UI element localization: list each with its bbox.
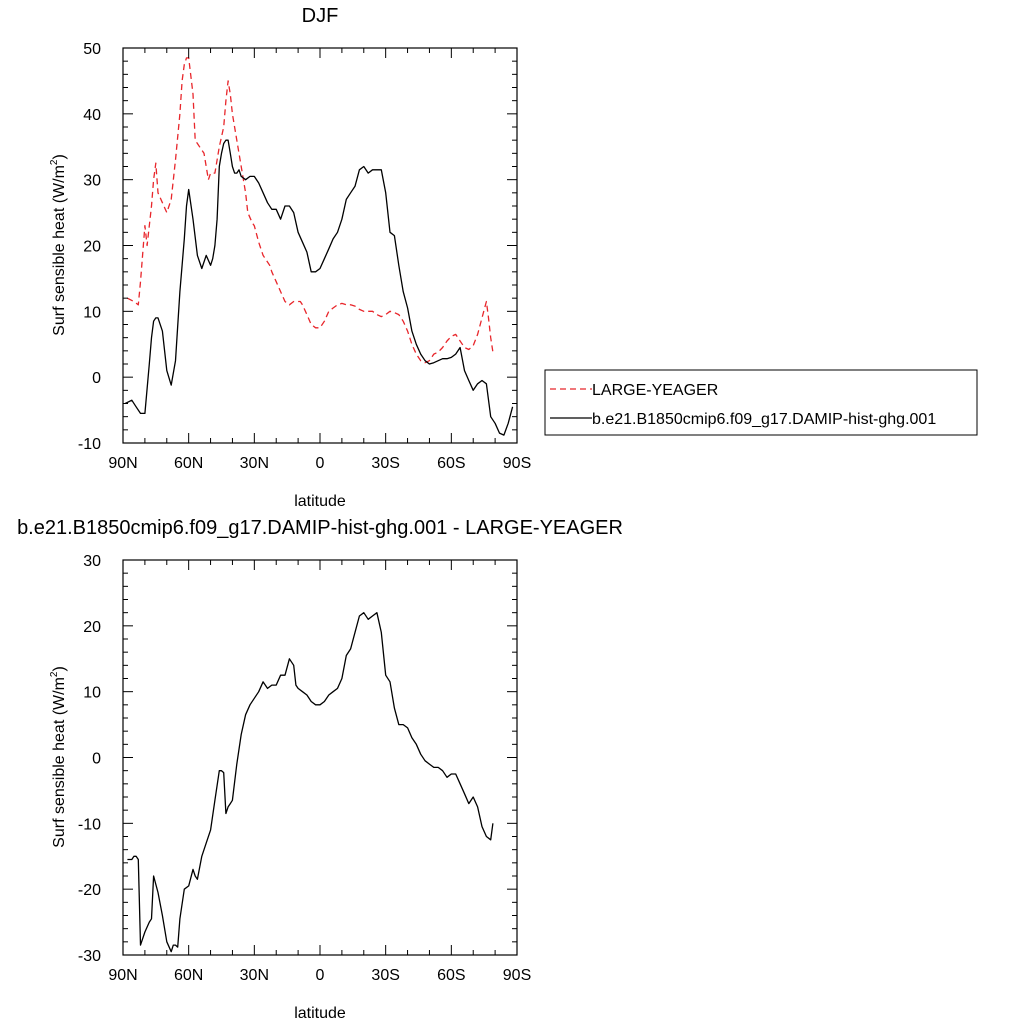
bottom-x-tick-label: 0 xyxy=(316,967,325,984)
legend: LARGE-YEAGER b.e21.B1850cmip6.f09_g17.DA… xyxy=(544,369,978,436)
legend-label-damip: b.e21.B1850cmip6.f09_g17.DAMIP-hist-ghg.… xyxy=(592,411,936,428)
bottom-x-tick-label: 60S xyxy=(437,967,465,984)
top-x-tick-label: 30N xyxy=(240,455,269,472)
top-chart-title: DJF xyxy=(302,5,339,27)
bottom-x-tick-label: 90S xyxy=(503,967,531,984)
bottom-y-axis-label: Surf sensible heat (W/m2) xyxy=(49,666,68,848)
bottom-chart-title: b.e21.B1850cmip6.f09_g17.DAMIP-hist-ghg.… xyxy=(17,517,623,539)
top-chart: DJF 90N 60N 30N 0 30S 60S 90S 50 40 30 20 10 0 -10 l… xyxy=(49,5,531,510)
top-x-tick-label: 0 xyxy=(316,455,325,472)
bottom-y-tick-label: -10 xyxy=(78,816,101,833)
top-x-axis-label: latitude xyxy=(294,493,346,510)
top-series-line-1 xyxy=(124,139,514,436)
bottom-chart: b.e21.B1850cmip6.f09_g17.DAMIP-hist-ghg.… xyxy=(17,517,623,1022)
bottom-series-line-0 xyxy=(127,612,494,953)
top-x-tick-label: 30S xyxy=(371,455,399,472)
top-y-tick-label: 10 xyxy=(83,304,101,321)
bottom-plot-frame xyxy=(122,559,518,956)
top-x-tick-label: 90S xyxy=(503,455,531,472)
top-y-axis-label: Surf sensible heat (W/m2) xyxy=(49,154,68,336)
legend-label-large-yeager: LARGE-YEAGER xyxy=(592,382,718,399)
top-x-tick-label: 60N xyxy=(174,455,203,472)
bottom-y-tick-label: 30 xyxy=(83,553,101,570)
top-y-tick-label: 20 xyxy=(83,239,101,256)
bottom-x-tick-label: 90N xyxy=(108,967,137,984)
bottom-x-tick-label: 30N xyxy=(240,967,269,984)
bottom-y-tick-label: -30 xyxy=(78,948,101,965)
bottom-y-tick-label: 10 xyxy=(83,685,101,702)
top-y-tick-label: 0 xyxy=(92,370,101,387)
legend-box xyxy=(544,369,978,436)
bottom-y-tick-label: 20 xyxy=(83,619,101,636)
top-series-line-0 xyxy=(127,57,494,364)
bottom-x-tick-label: 60N xyxy=(174,967,203,984)
top-x-tick-label: 60S xyxy=(437,455,465,472)
bottom-y-tick-label: 0 xyxy=(92,751,101,768)
top-y-tick-label: 40 xyxy=(83,107,101,124)
top-y-tick-label: 50 xyxy=(83,41,101,58)
top-y-tick-label: -10 xyxy=(78,436,101,453)
bottom-x-tick-label: 30S xyxy=(371,967,399,984)
bottom-x-axis-label: latitude xyxy=(294,1005,346,1022)
top-plot-frame xyxy=(122,47,518,444)
top-y-tick-label: 30 xyxy=(83,173,101,190)
top-x-tick-label: 90N xyxy=(108,455,137,472)
bottom-y-tick-label: -20 xyxy=(78,882,101,899)
